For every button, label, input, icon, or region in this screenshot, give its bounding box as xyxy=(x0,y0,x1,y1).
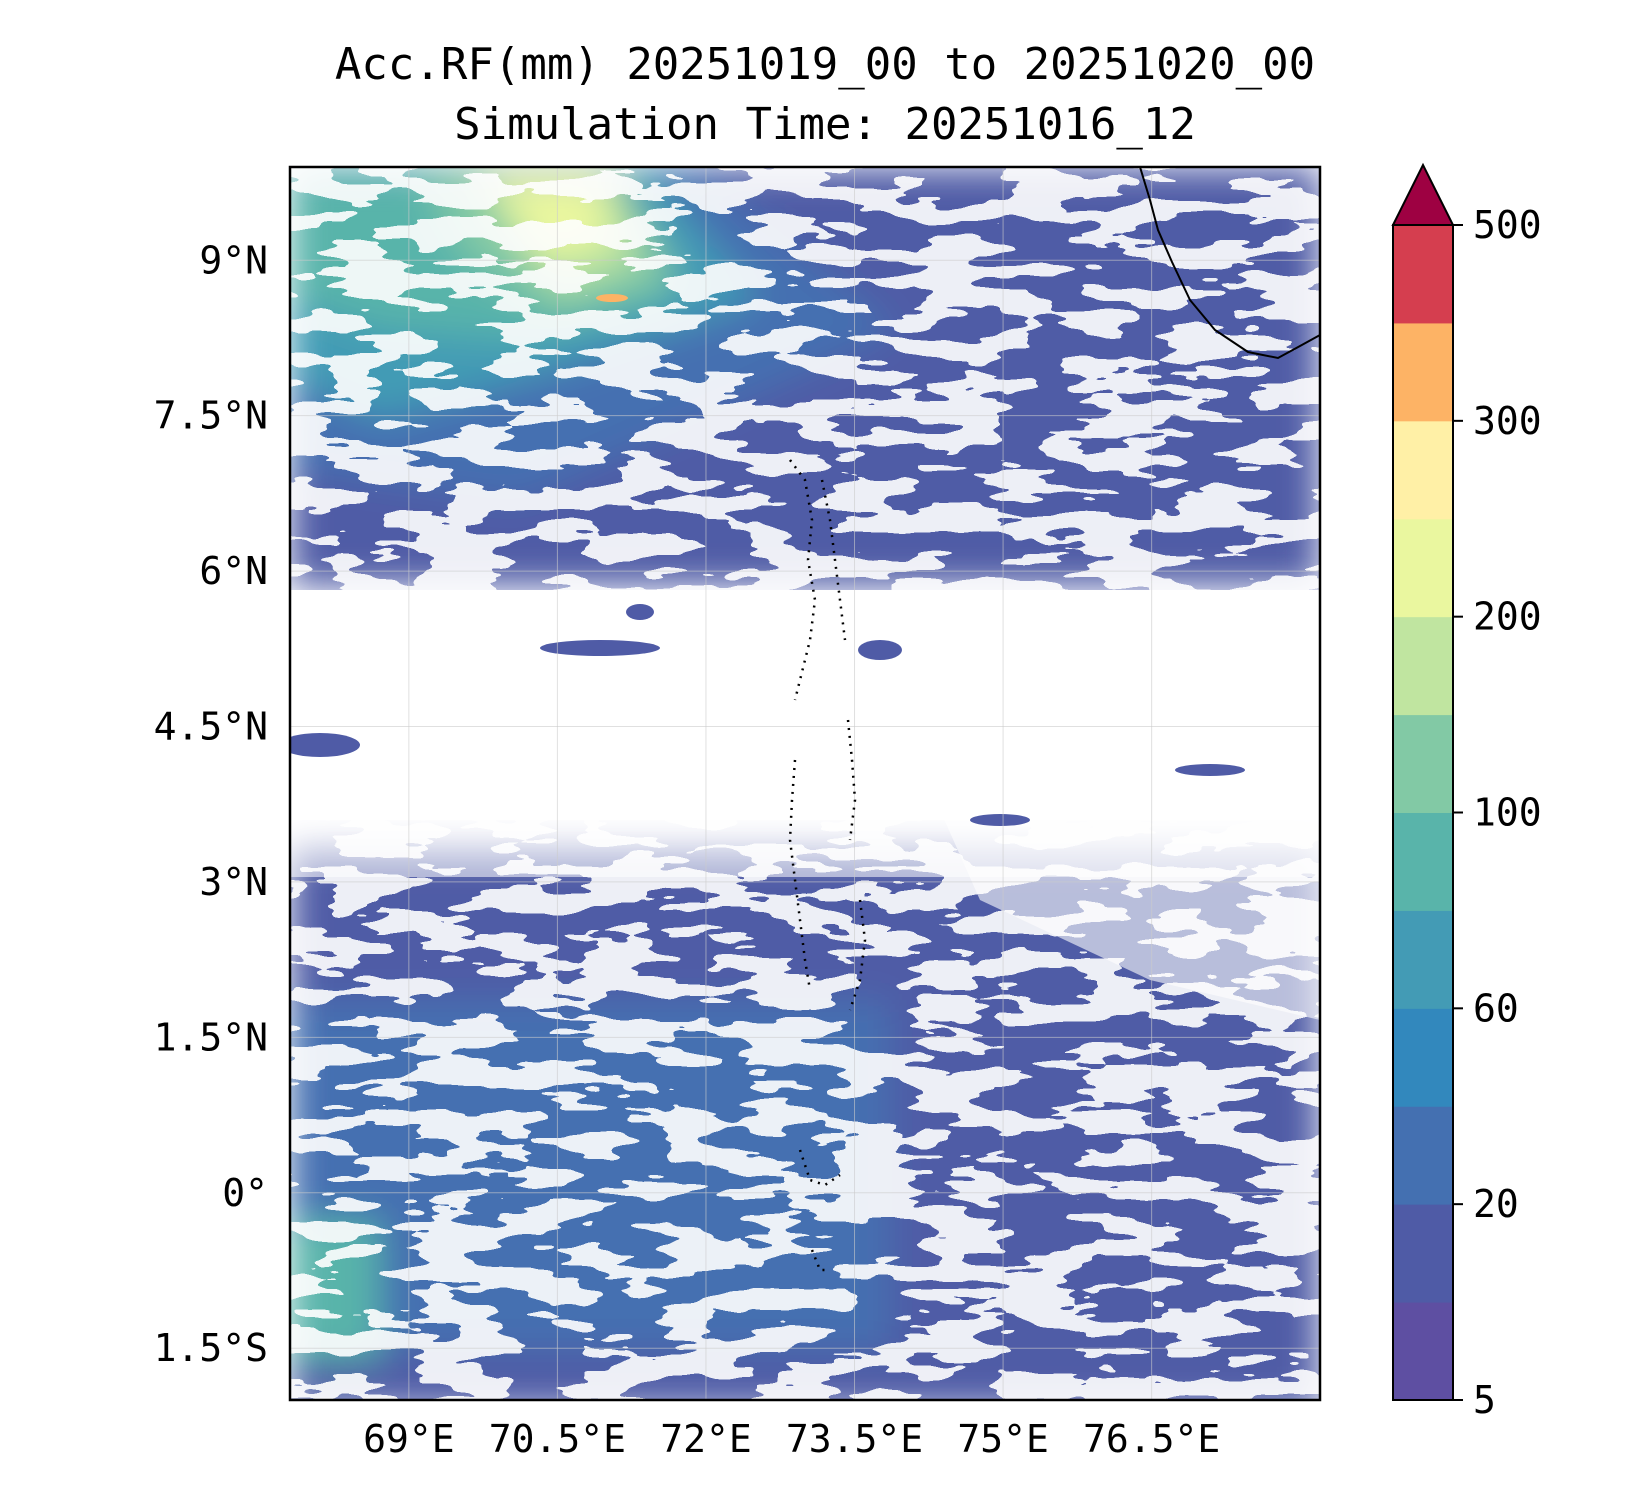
colorbar-tick-label: 60 xyxy=(1473,986,1519,1030)
axis-ticks: 69°E 70.5°E 72°E 73.5°E 75°E 76.5°E 9°N 7.5°N 6°… xyxy=(154,238,1221,1461)
colorbar-bin xyxy=(1393,1106,1453,1205)
rainfall-field xyxy=(290,167,1320,1400)
lon-tick-label: 69°E xyxy=(363,1417,455,1461)
maldives-atolls xyxy=(788,459,867,1272)
lat-tick-label: 1.5°N xyxy=(154,1015,268,1059)
colorbar-tick-label: 20 xyxy=(1473,1182,1519,1226)
colorbar-bin xyxy=(1393,910,1453,1009)
lon-tick-label: 70.5°E xyxy=(489,1417,626,1461)
colorbar-bin xyxy=(1393,812,1453,911)
lat-tick-label: 3°N xyxy=(199,860,268,904)
colorbar-bin xyxy=(1393,1008,1453,1107)
colorbar-bin xyxy=(1393,518,1453,618)
lat-tick-label: 9°N xyxy=(199,238,268,282)
lat-tick-label: 0° xyxy=(222,1171,268,1215)
colorbar-bin xyxy=(1393,1204,1453,1303)
lat-tick-label: 6°N xyxy=(199,549,268,593)
colorbar-tick-label: 5 xyxy=(1473,1378,1496,1422)
colorbar: 5 20 60 100 200 300 500 xyxy=(1391,162,1542,1422)
lon-tick-label: 72°E xyxy=(660,1417,752,1461)
lat-tick-label: 1.5°S xyxy=(154,1326,268,1370)
lon-tick-label: 75°E xyxy=(957,1417,1049,1461)
title-line-1: Acc.RF(mm) 20251019_00 to 20251020_00 xyxy=(334,39,1316,90)
colorbar-tick-label: 100 xyxy=(1473,791,1542,835)
lat-tick-label: 7.5°N xyxy=(154,394,268,438)
colorbar-tick-label: 300 xyxy=(1473,399,1542,443)
colorbar-bin xyxy=(1393,714,1453,813)
colorbar-bin xyxy=(1393,616,1453,716)
lon-tick-label: 73.5°E xyxy=(786,1417,923,1461)
title-line-2: Simulation Time: 20251016_12 xyxy=(454,99,1196,150)
colorbar-bin xyxy=(1393,322,1453,422)
gridlines xyxy=(290,167,1320,1400)
lat-tick-label: 4.5°N xyxy=(154,705,268,749)
colorbar-tick-label: 500 xyxy=(1473,203,1542,247)
colorbar-bin xyxy=(1393,225,1453,324)
map-frame xyxy=(288,165,1322,1402)
colorbar-extend-arrow xyxy=(1391,162,1455,226)
coastline xyxy=(1139,166,1321,360)
colorbar-tick-label: 200 xyxy=(1473,595,1542,639)
lon-tick-label: 76.5°E xyxy=(1083,1417,1220,1461)
colorbar-bin xyxy=(1393,420,1453,520)
colorbar-bin xyxy=(1393,1302,1453,1401)
